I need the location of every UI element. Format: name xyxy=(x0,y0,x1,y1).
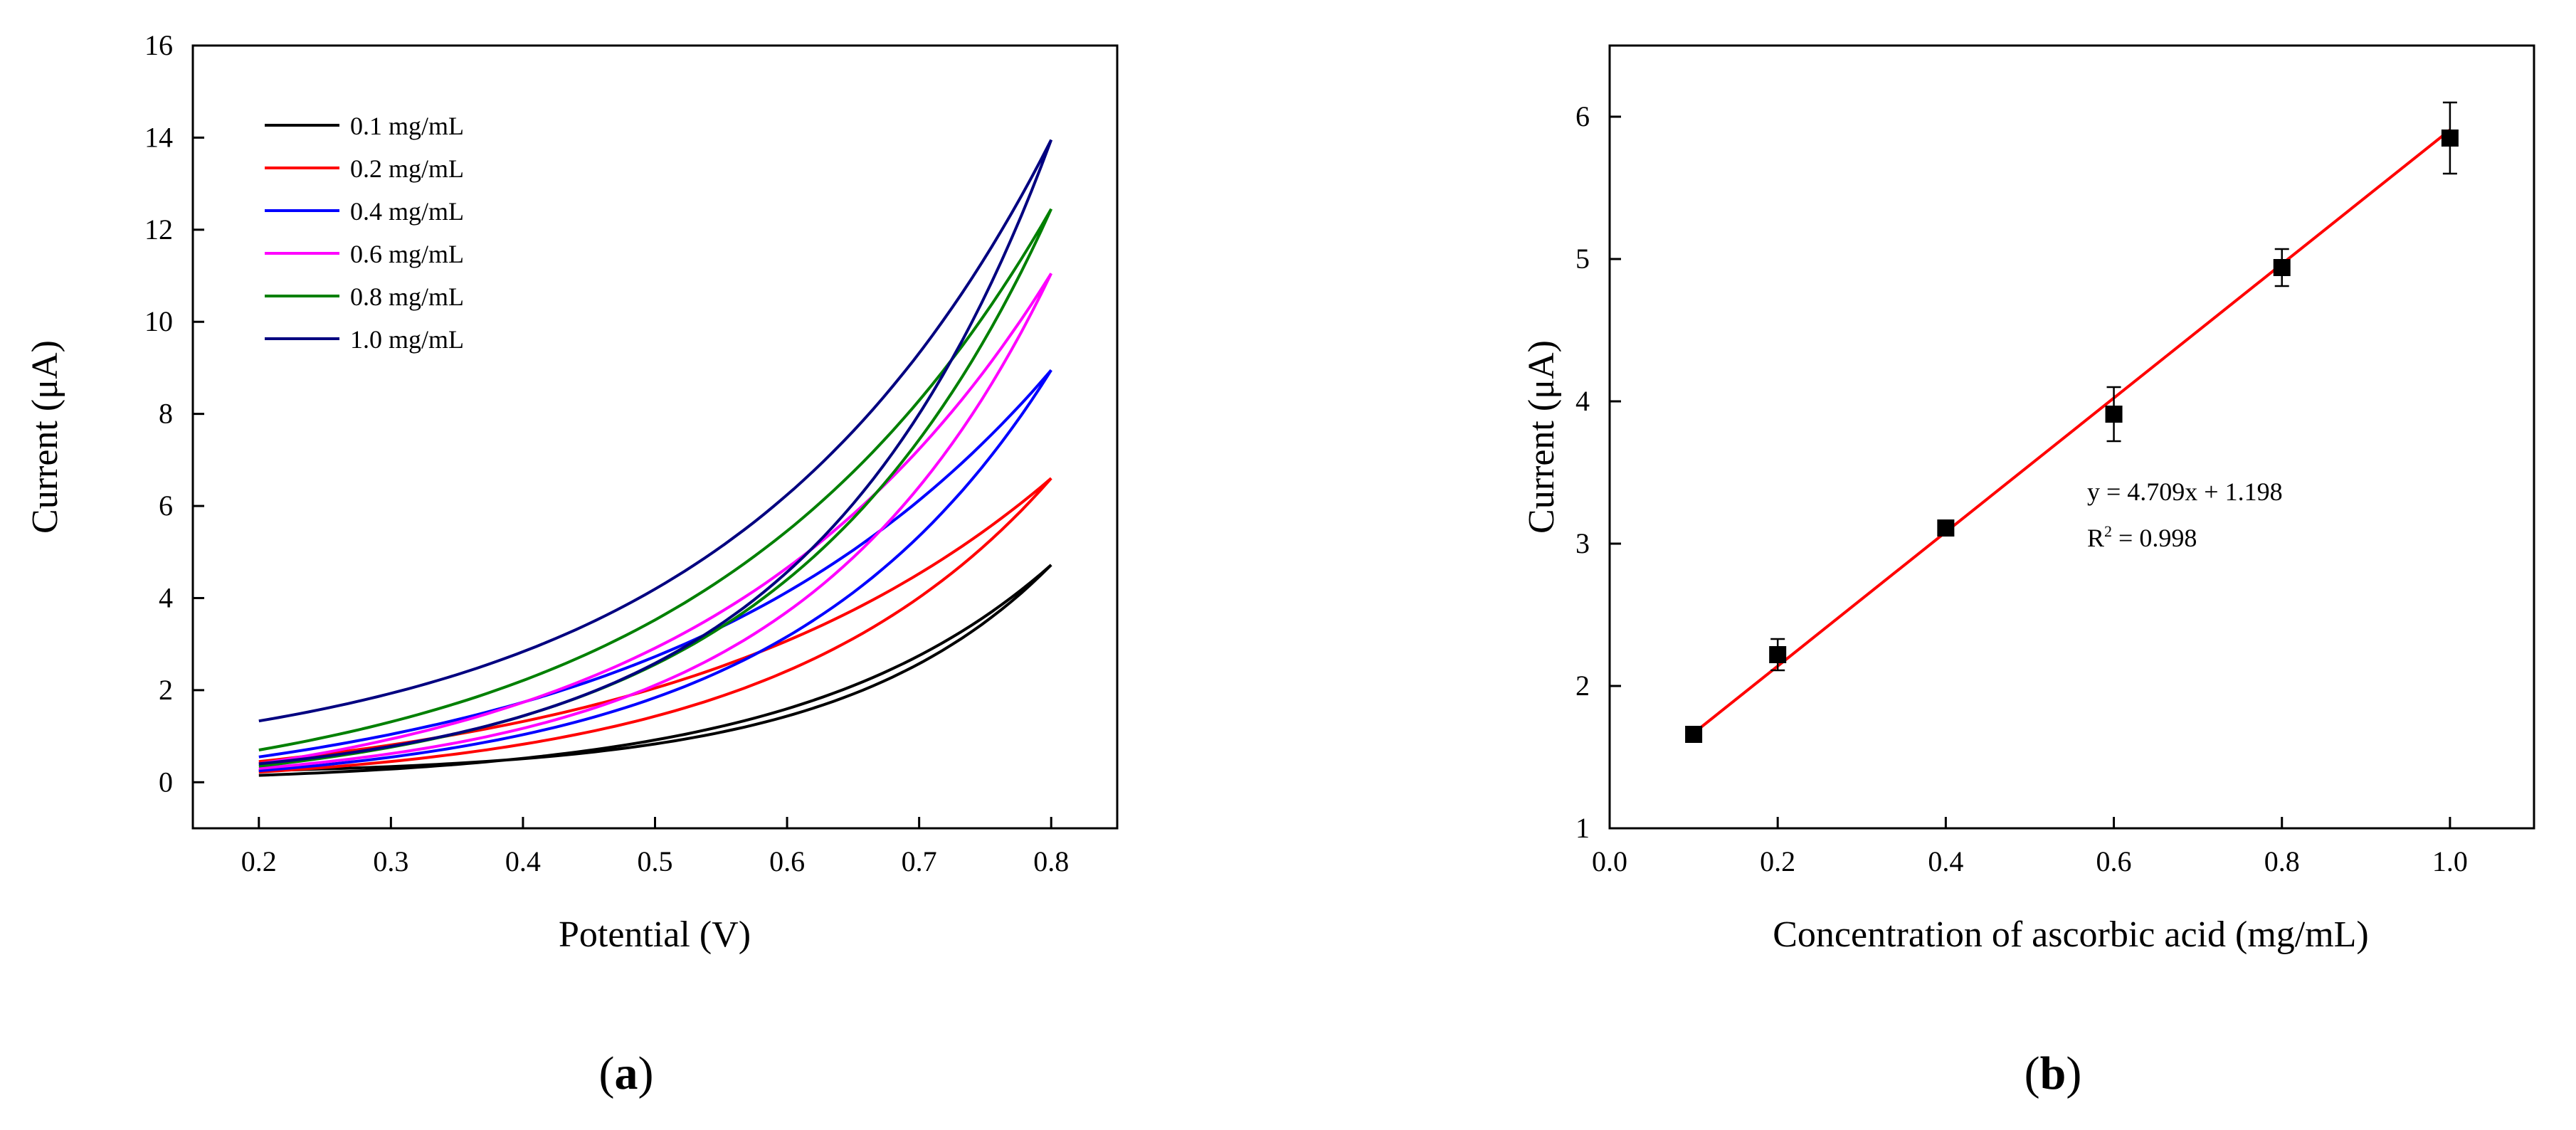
panel-b-y-tick-label: 3 xyxy=(1575,527,1590,559)
panel-b-x-tick-label: 1.0 xyxy=(2432,845,2468,877)
panel-b-x-tick-label: 0.0 xyxy=(1592,845,1627,877)
panel-b-y-tick-label: 6 xyxy=(1575,100,1590,132)
panel-b-x-axis-title: Concentration of ascorbic acid (mg/mL) xyxy=(1773,914,2368,955)
data-point xyxy=(1685,726,1703,743)
data-point xyxy=(1769,646,1787,663)
panel-a-y-tick-label: 4 xyxy=(159,581,173,613)
panel-a-y-tick-label: 2 xyxy=(159,674,173,706)
panel-b-r-squared: R2 = 0.998 xyxy=(2087,522,2197,552)
data-point xyxy=(2273,259,2291,276)
data-point xyxy=(2105,406,2123,423)
series-line-06 xyxy=(258,273,1052,770)
panel-b-x-tick-label: 0.4 xyxy=(1928,845,1963,877)
panel-b-y-axis-title-close: ) xyxy=(1521,340,1562,352)
panel-a-caption: (a) xyxy=(599,1047,654,1099)
panel-a-y-axis-title-close: ) xyxy=(25,340,65,352)
panel-a-y-tick-label: 8 xyxy=(159,398,173,430)
legend-label: 0.1 mg/mL xyxy=(350,112,464,140)
panel-b-x-ticks: 0.0 0.2 0.4 0.6 0.8 1.0 xyxy=(1592,817,2468,877)
panel-a-caption-letter: a xyxy=(615,1047,638,1099)
panel-a-y-axis-title: Current (μA) xyxy=(25,340,65,534)
panel-b-equation: y = 4.709x + 1.198 xyxy=(2087,477,2283,506)
panel-a-x-tick-label: 0.3 xyxy=(373,845,408,877)
panel-a-caption-open: ( xyxy=(599,1047,615,1099)
panel-a-x-axis-title: Potential (V) xyxy=(559,914,751,955)
panel-b-y-tick-label: 2 xyxy=(1575,670,1590,702)
panel-a-y-tick-label: 10 xyxy=(144,305,173,337)
data-point xyxy=(1937,519,1955,537)
legend-label: 0.8 mg/mL xyxy=(350,282,464,311)
panel-b-r-squared-prefix: R xyxy=(2087,524,2104,552)
panel-a-x-tick-label: 0.2 xyxy=(241,845,277,877)
panel-b-x-tick-label: 0.8 xyxy=(2264,845,2300,877)
panel-b-y-tick-label: 5 xyxy=(1575,243,1590,275)
panel-b-fit-group xyxy=(1692,129,2451,734)
panel-a-y-axis-title-unit: μA xyxy=(25,352,65,399)
panel-b-y-ticks: 1 2 3 4 5 6 xyxy=(1575,100,1621,844)
panel-b-caption-close: ) xyxy=(2066,1047,2081,1099)
panel-a-y-tick-label: 6 xyxy=(159,490,173,522)
panel-b-caption-letter: b xyxy=(2040,1047,2066,1099)
panel-b-y-axis-title: Current (μA) xyxy=(1521,340,1562,534)
panel-a-x-tick-label: 0.7 xyxy=(902,845,937,877)
panel-b-x-tick-label: 0.2 xyxy=(1760,845,1795,877)
legend-label: 0.4 mg/mL xyxy=(350,197,464,226)
panel-b-x-tick-label: 0.6 xyxy=(2096,845,2132,877)
panel-b-y-tick-label: 1 xyxy=(1575,812,1590,844)
panel-a-chart: 0.2 0.3 0.4 0.5 0.6 0.7 0.8 0 2 4 6 8 10 12 14 16 0.1 … xyxy=(25,29,1119,1099)
panel-b-r-squared-value: = 0.998 xyxy=(2112,524,2197,552)
legend-label: 0.6 mg/mL xyxy=(350,240,464,268)
panel-b-points-group xyxy=(1685,101,2459,743)
fit-line xyxy=(1692,129,2451,734)
panel-a-y-tick-label: 0 xyxy=(159,766,173,798)
panel-a-y-tick-label: 16 xyxy=(144,29,173,61)
panel-b-caption-open: ( xyxy=(2025,1047,2040,1099)
panel-a-x-ticks: 0.2 0.3 0.4 0.5 0.6 0.7 0.8 xyxy=(241,817,1069,877)
panel-a-y-axis-title-main: Current ( xyxy=(25,399,65,534)
series-line-02 xyxy=(258,477,1052,774)
panel-a-y-tick-label: 12 xyxy=(144,213,173,245)
panel-a-series-group xyxy=(258,139,1053,777)
panel-a-legend: 0.1 mg/mL 0.2 mg/mL 0.4 mg/mL 0.6 mg/mL 0.8 … xyxy=(265,112,464,354)
panel-b-chart: 0.0 0.2 0.4 0.6 0.8 1.0 1 2 3 4 5 6 y = 4.709x + 1… xyxy=(1521,44,2535,1099)
series-line-10 xyxy=(258,139,1053,766)
panel-a-x-tick-label: 0.6 xyxy=(769,845,805,877)
panel-a-y-tick-label: 14 xyxy=(144,121,173,153)
panel-b-plot-frame xyxy=(1608,44,2535,830)
legend-label: 0.2 mg/mL xyxy=(350,154,464,183)
series-line-01 xyxy=(258,564,1052,777)
panel-b-y-axis-title-main: Current ( xyxy=(1521,399,1562,534)
panel-b-caption: (b) xyxy=(2025,1047,2082,1099)
series-line-04 xyxy=(258,369,1052,773)
data-point xyxy=(2441,130,2459,147)
panel-a-y-ticks: 0 2 4 6 8 10 12 14 16 xyxy=(144,29,204,798)
panel-a-x-tick-label: 0.5 xyxy=(638,845,673,877)
legend-label: 1.0 mg/mL xyxy=(350,325,464,354)
panel-a-x-tick-label: 0.8 xyxy=(1033,845,1069,877)
panel-b-y-tick-label: 4 xyxy=(1575,385,1590,417)
panel-b-y-axis-title-unit: μA xyxy=(1521,352,1562,399)
panel-b-r-squared-sup: 2 xyxy=(2104,522,2112,540)
panel-a-x-tick-label: 0.4 xyxy=(505,845,541,877)
panel-a-caption-close: ) xyxy=(638,1047,654,1099)
panel-a-plot-frame xyxy=(191,44,1119,830)
